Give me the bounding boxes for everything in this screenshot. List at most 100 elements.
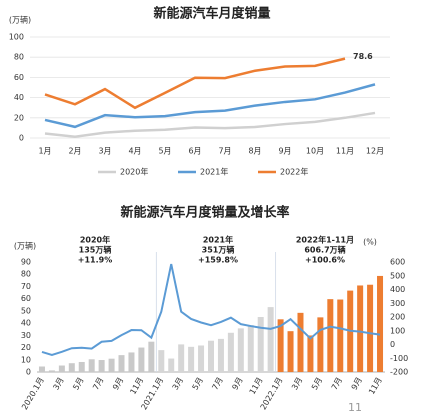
x-tick-label: 12月 bbox=[366, 147, 384, 156]
bar bbox=[237, 328, 244, 372]
y-tick-label: 20 bbox=[14, 113, 24, 122]
line bbox=[44, 83, 376, 129]
bar bbox=[178, 344, 185, 372]
annotation: +159.8% bbox=[198, 256, 238, 265]
bar bbox=[128, 352, 135, 372]
bar bbox=[98, 360, 105, 372]
bar bbox=[48, 370, 55, 372]
y-tick-label: 20 bbox=[21, 343, 31, 352]
annotation: 135万辆 bbox=[79, 245, 112, 255]
bar bbox=[188, 346, 195, 372]
bar bbox=[247, 325, 254, 372]
y2-axis-label: (%) bbox=[363, 238, 377, 247]
x-tick-label: 7月 bbox=[91, 376, 105, 392]
x-tick-label: 4月 bbox=[128, 147, 141, 156]
x-tick-label: 5月 bbox=[71, 376, 85, 392]
x-tick-label: 5月 bbox=[158, 147, 171, 156]
y2-tick-label: 200 bbox=[390, 313, 405, 322]
x-tick-label: 9月 bbox=[278, 147, 291, 156]
y-tick-label: 70 bbox=[21, 282, 31, 291]
x-tick-label: 11月 bbox=[367, 376, 384, 396]
annotation: 2020年 bbox=[80, 235, 110, 245]
y-tick-label: 0 bbox=[19, 134, 24, 143]
y-axis-label: (万辆) bbox=[14, 241, 36, 251]
x-tick-label: 9月 bbox=[111, 376, 125, 392]
bar bbox=[208, 340, 214, 372]
y-tick-label: 40 bbox=[21, 319, 31, 328]
legend-label: 2020年 bbox=[120, 167, 148, 177]
x-tick-label: 3月 bbox=[171, 376, 185, 392]
annotation: 606.7万辆 bbox=[304, 245, 345, 255]
data-label: 78.6 bbox=[353, 52, 373, 61]
x-tick-label: 7月 bbox=[330, 376, 344, 392]
y-tick-label: 10 bbox=[21, 355, 31, 364]
x-tick-label: 9月 bbox=[230, 376, 244, 392]
y-tick-label: 80 bbox=[14, 53, 24, 62]
x-tick-label: 3月 bbox=[51, 376, 65, 392]
bar bbox=[68, 363, 75, 372]
y-tick-label: 0 bbox=[26, 368, 31, 377]
x-tick-label: 5月 bbox=[191, 376, 205, 392]
line bbox=[44, 111, 376, 138]
bar bbox=[257, 317, 264, 372]
y-tick-label: 30 bbox=[21, 331, 31, 340]
x-tick-label: 2月 bbox=[68, 147, 81, 156]
y-axis-label: (万辆) bbox=[9, 15, 31, 25]
x-tick-label: 2020.1月 bbox=[20, 376, 46, 412]
bar bbox=[227, 332, 234, 372]
bar bbox=[277, 319, 284, 372]
bar bbox=[377, 275, 384, 372]
x-tick-label: 3月 bbox=[98, 147, 111, 156]
bar bbox=[168, 358, 175, 372]
annotation: 351万辆 bbox=[202, 245, 235, 255]
y-tick-label: 40 bbox=[14, 93, 24, 102]
x-tick-label: 11月 bbox=[248, 376, 265, 396]
annotation: +100.6% bbox=[305, 256, 345, 265]
bar bbox=[217, 338, 224, 372]
y2-tick-label: -100 bbox=[390, 354, 408, 363]
x-tick-label: 9月 bbox=[350, 376, 364, 392]
chart-title: 新能源汽车月度销量及增长率 bbox=[120, 205, 289, 221]
bar bbox=[38, 366, 45, 372]
x-tick-label: 1月 bbox=[38, 147, 51, 156]
legend-label: 2022年 bbox=[280, 167, 308, 177]
y-tick-label: 80 bbox=[21, 270, 31, 279]
bar bbox=[267, 307, 274, 372]
x-tick-label: 11月 bbox=[336, 147, 354, 156]
bar bbox=[367, 284, 374, 372]
bar bbox=[88, 359, 95, 372]
legend-label: 2021年 bbox=[200, 167, 228, 177]
y2-tick-label: 500 bbox=[390, 271, 405, 280]
bar bbox=[148, 341, 155, 372]
y-tick-label: 60 bbox=[14, 73, 24, 82]
bar bbox=[118, 355, 125, 372]
bar bbox=[317, 317, 324, 372]
x-tick-label: 11月 bbox=[128, 376, 145, 396]
y-tick-label: 90 bbox=[21, 258, 31, 267]
bar bbox=[158, 350, 165, 372]
y2-tick-label: 600 bbox=[390, 258, 405, 267]
y-tick-label: 50 bbox=[21, 306, 31, 315]
annotation: +11.9% bbox=[78, 256, 112, 265]
x-tick-label: 7月 bbox=[218, 147, 231, 156]
bar bbox=[198, 345, 205, 372]
x-tick-label: 10月 bbox=[306, 147, 324, 156]
y2-tick-label: -200 bbox=[390, 368, 408, 377]
y2-tick-label: 400 bbox=[390, 285, 405, 294]
bar bbox=[297, 312, 304, 372]
bar bbox=[58, 365, 65, 372]
x-tick-label: 8月 bbox=[248, 147, 261, 156]
x-tick-label: 6月 bbox=[188, 147, 201, 156]
chart-title: 新能源汽车月度销量 bbox=[153, 6, 270, 22]
line bbox=[41, 263, 381, 356]
annotation: 2022年1-11月 bbox=[296, 235, 354, 245]
bar bbox=[357, 285, 364, 372]
y2-tick-label: 100 bbox=[390, 326, 405, 335]
x-tick-label: 3月 bbox=[290, 376, 304, 392]
bar bbox=[138, 347, 145, 372]
y2-tick-label: 300 bbox=[390, 299, 405, 308]
bar bbox=[287, 331, 294, 372]
x-tick-label: 5月 bbox=[310, 376, 324, 392]
bar bbox=[327, 299, 334, 372]
